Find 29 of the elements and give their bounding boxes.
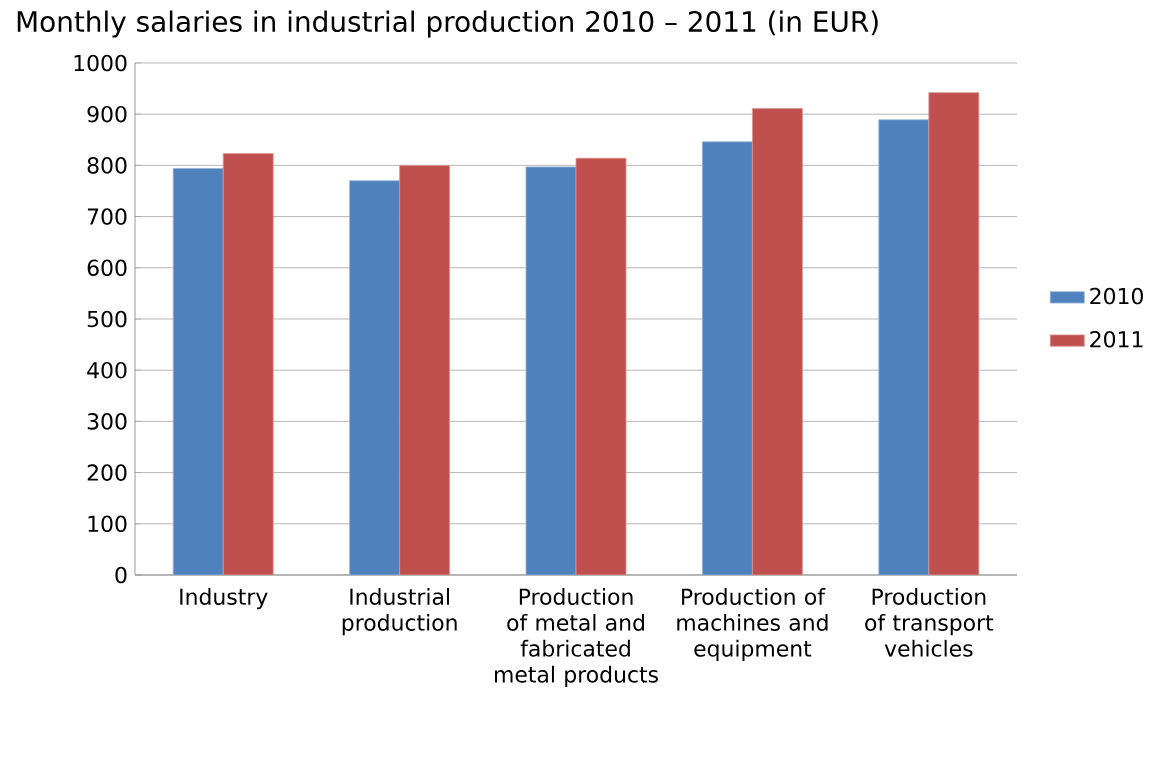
bar bbox=[222, 153, 274, 575]
bar bbox=[752, 108, 803, 575]
bar bbox=[878, 119, 930, 575]
y-tick-label: 100 bbox=[88, 515, 127, 533]
y-tick-label: 700 bbox=[87, 208, 127, 225]
x-tick-label: Production of metal and fabricated metal products bbox=[495, 588, 658, 687]
bar bbox=[525, 166, 577, 575]
bar bbox=[349, 180, 401, 575]
y-tick-label: 600 bbox=[87, 259, 127, 277]
bar bbox=[399, 164, 451, 575]
y-tick-label: 1000 bbox=[74, 54, 127, 72]
legend-label: 2010 bbox=[1090, 287, 1143, 305]
x-tick-label: Industry bbox=[180, 588, 268, 610]
y-tick-label: 300 bbox=[87, 413, 127, 430]
bar bbox=[575, 157, 627, 575]
y-tick-label: 200 bbox=[87, 464, 127, 481]
x-tick-label: Production of machines and equipment bbox=[677, 588, 828, 662]
y-tick-label: 400 bbox=[87, 361, 127, 379]
bar bbox=[172, 168, 224, 575]
y-tick-label: 500 bbox=[87, 310, 127, 328]
legend-label: 2011 bbox=[1090, 330, 1143, 348]
y-tick-label: 800 bbox=[87, 157, 127, 174]
x-tick-label: Industrial production bbox=[342, 588, 457, 636]
y-tick-label: 900 bbox=[87, 105, 127, 123]
bar bbox=[702, 141, 753, 575]
x-tick-label: Production of transport vehicles bbox=[865, 588, 994, 657]
bar bbox=[928, 92, 980, 575]
chart-title: Monthly salaries in industrial production 2010 – 2011 (in EUR) bbox=[17, 10, 878, 38]
y-tick-label: 0 bbox=[115, 566, 127, 584]
